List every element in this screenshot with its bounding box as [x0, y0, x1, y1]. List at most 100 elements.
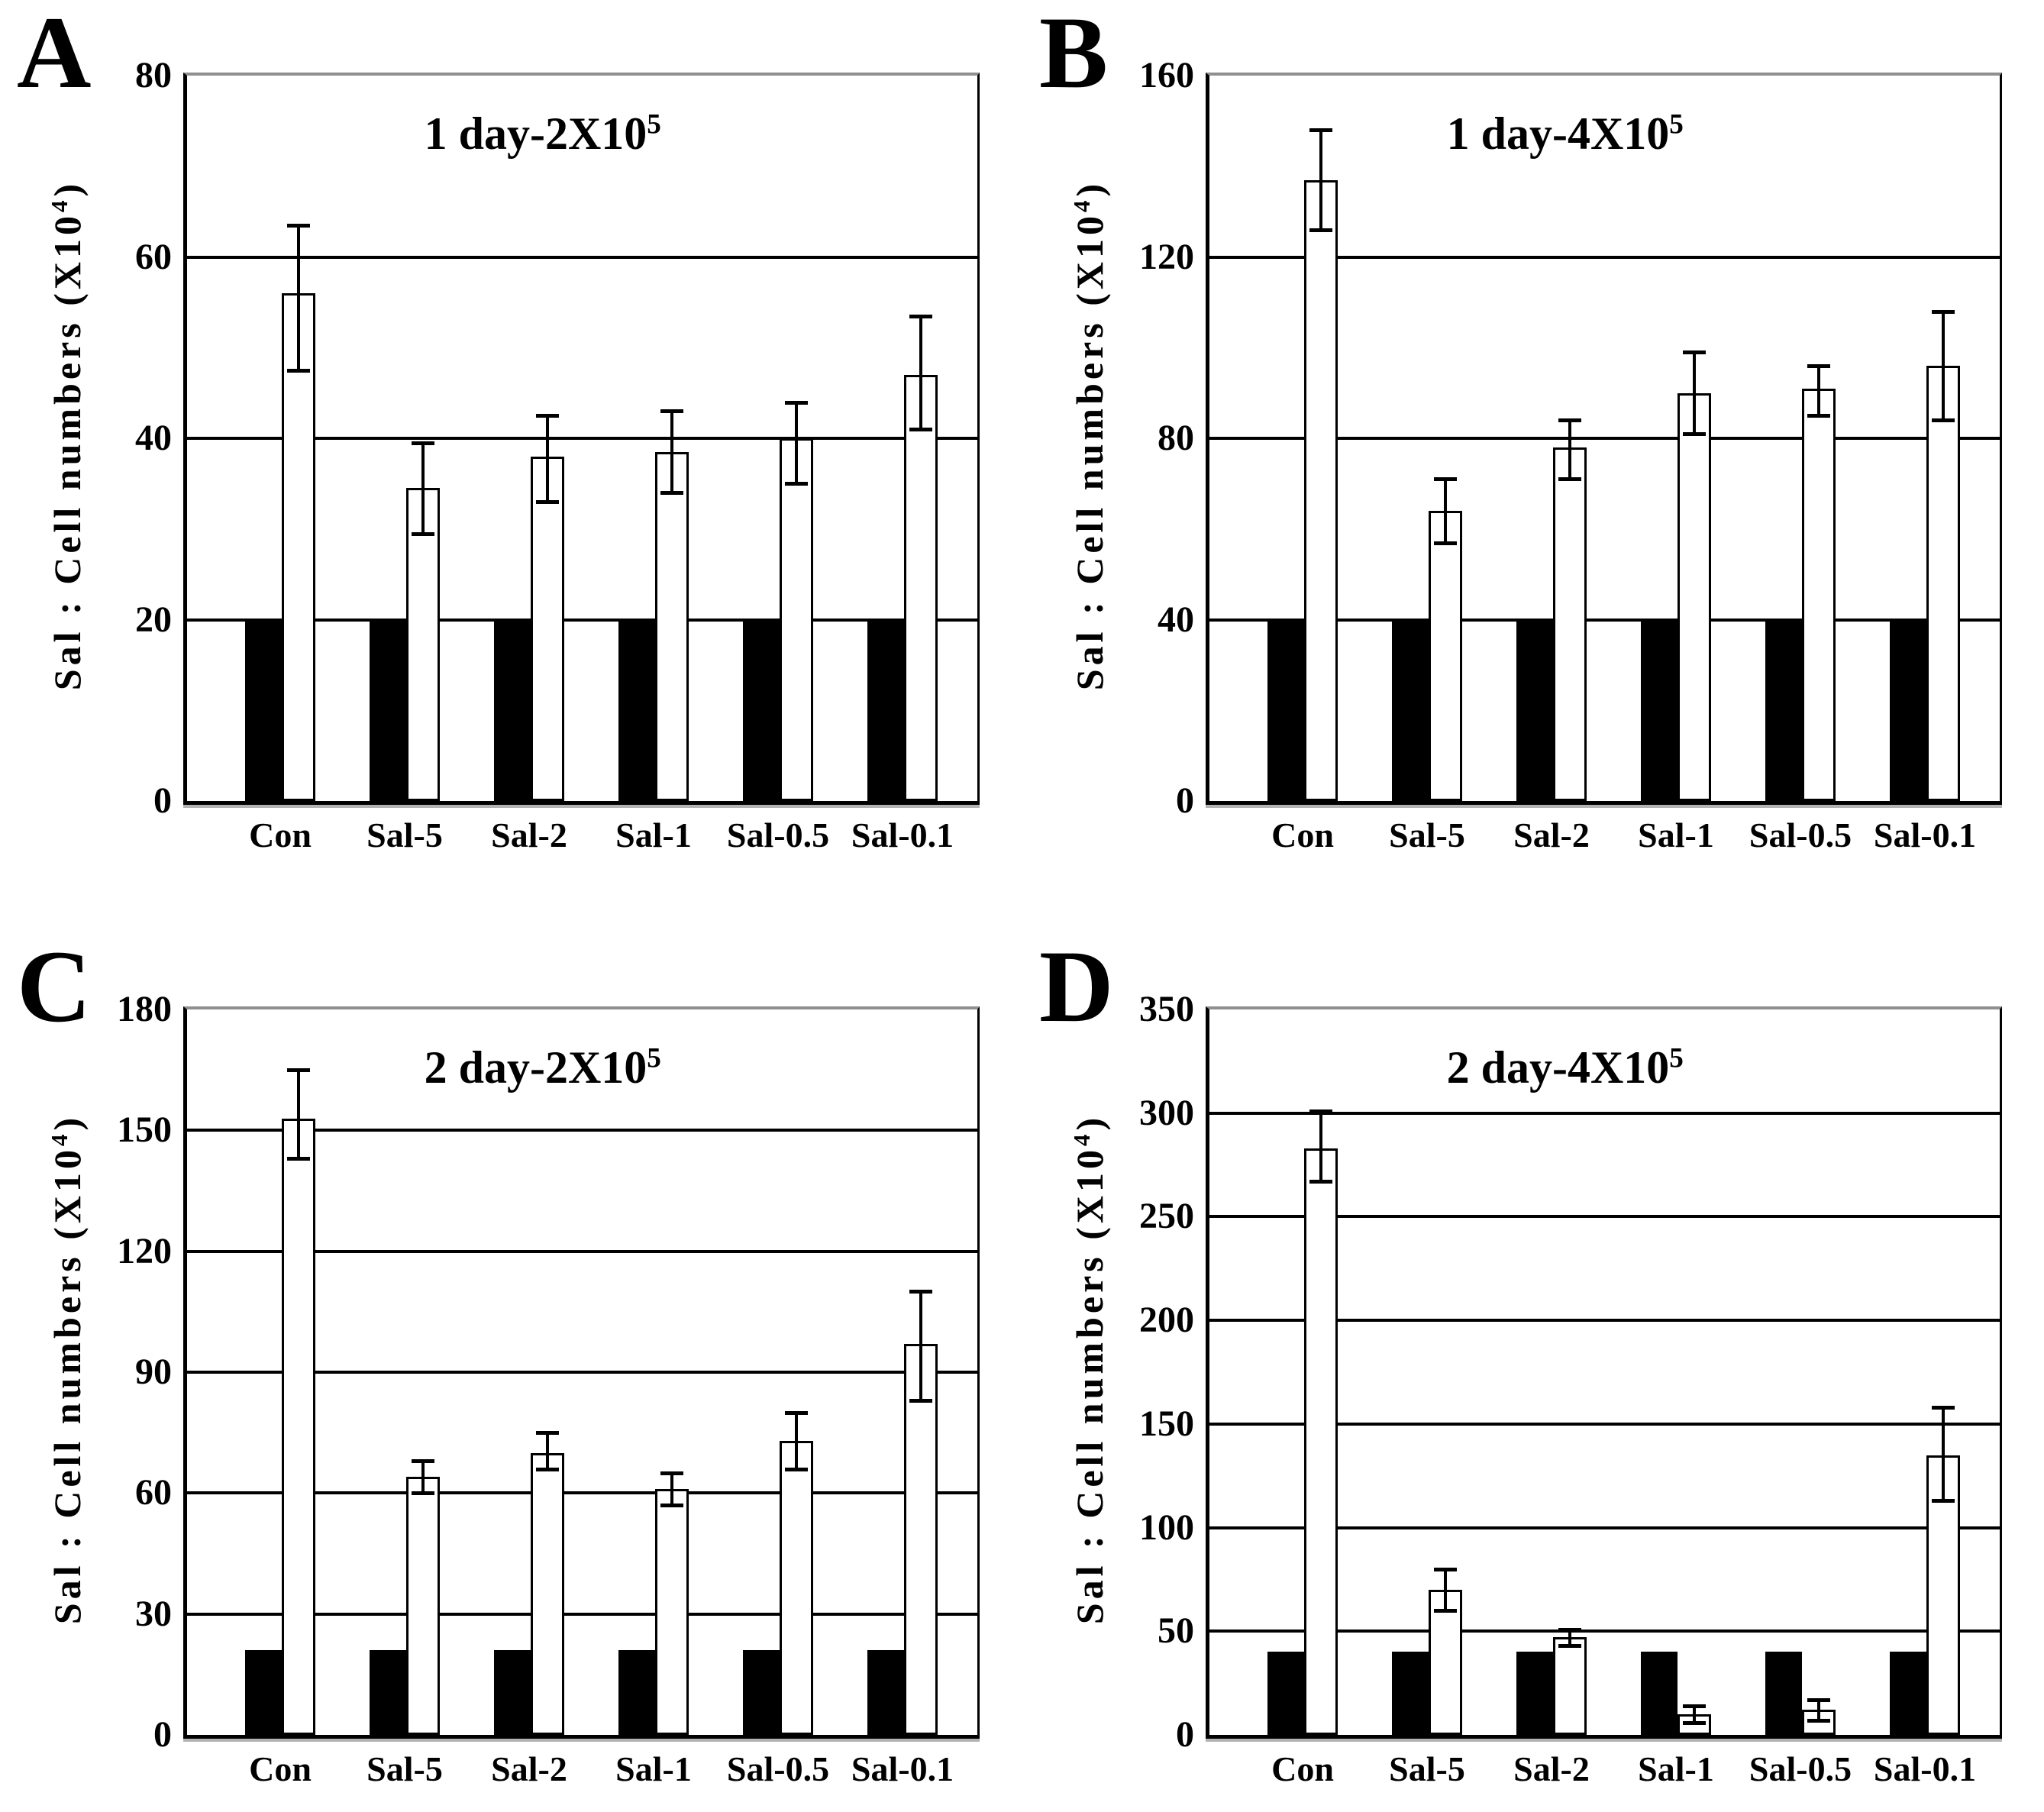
y-tick-label: 50: [1158, 1610, 1194, 1652]
error-bar-line: [1444, 479, 1447, 543]
x-tick-label: Sal-5: [1389, 816, 1465, 854]
error-bar-line: [919, 315, 922, 430]
y-axis-title-close: ): [1068, 179, 1111, 197]
error-bar-cap-top: [536, 1431, 559, 1436]
x-tick-label: Sal-0.5: [726, 816, 830, 854]
y-tick-label: 80: [1158, 418, 1194, 458]
plot-c: 2 day-2X105 0 30 60 90 120 150 180 Con Sal-5 Sal-…: [117, 989, 980, 1788]
bar-white: [1553, 1637, 1587, 1735]
y-tick-label: 150: [1139, 1403, 1194, 1444]
error-bar-cap-top: [785, 1410, 808, 1415]
chart-title-text: 1 day-4X10: [1446, 108, 1670, 159]
x-tick-label: Con: [1271, 816, 1334, 854]
gridline: [1209, 1215, 2000, 1219]
panel-letter-A: A: [17, 0, 92, 110]
y-tick-label: 90: [135, 1352, 172, 1392]
bar-white: [1926, 366, 1960, 801]
bar-black: [245, 1650, 282, 1735]
y-tick-label: 40: [135, 418, 172, 458]
error-bar-cap-top: [1558, 418, 1581, 423]
bar-black: [494, 619, 531, 801]
error-bar-line: [795, 1412, 798, 1469]
error-bar-cap-bottom: [1807, 414, 1830, 418]
y-tick-label: 100: [1139, 1507, 1194, 1548]
chart-title: 2 day-2X105: [298, 1042, 788, 1094]
bar-white: [904, 374, 938, 801]
bar-black: [618, 619, 655, 801]
error-bar-line: [546, 415, 549, 502]
gridline: [1209, 1526, 2000, 1529]
error-bar-line: [919, 1291, 922, 1400]
bar-white: [406, 1477, 440, 1735]
error-bar-cap-bottom: [909, 1398, 932, 1403]
error-bar-cap-top: [1309, 1109, 1332, 1113]
gridline: [187, 1249, 977, 1253]
x-tick-label: Sal-5: [1389, 1749, 1465, 1788]
y-tick-label: 0: [153, 780, 172, 821]
x-tick-label: Sal-0.1: [1873, 1749, 1977, 1788]
bar-black: [1267, 619, 1304, 801]
error-bar-line: [1693, 352, 1696, 434]
error-bar-cap-bottom: [660, 1504, 683, 1508]
chart-title-text: 2 day-4X10: [1446, 1042, 1670, 1093]
panel-letter-D: D: [1039, 930, 1114, 1044]
x-tick-label: Sal-1: [1638, 816, 1714, 854]
error-bar-cap-top: [660, 1471, 683, 1475]
bar-white: [406, 488, 440, 801]
bar-white: [1429, 1590, 1462, 1735]
bar-black: [1516, 1652, 1553, 1735]
y-tick-label: 300: [1139, 1092, 1194, 1133]
y-tick-label: 60: [135, 236, 172, 277]
error-bar-cap-bottom: [1807, 1719, 1830, 1723]
error-bar-line: [297, 1070, 300, 1159]
y-axis-title-exponent: 4: [45, 196, 73, 213]
error-bar-cap-top: [1434, 477, 1457, 482]
error-bar-cap-bottom: [1558, 477, 1581, 482]
error-bar-cap-bottom: [1932, 418, 1955, 423]
bar-white: [904, 1344, 938, 1735]
y-tick-label: 200: [1139, 1300, 1194, 1341]
error-bar-line: [1444, 1568, 1447, 1611]
bar-white: [531, 456, 564, 801]
gridline: [1209, 1422, 2000, 1426]
panel-letter-B: B: [1039, 0, 1109, 110]
x-tick-label: Sal-2: [491, 816, 567, 854]
x-tick-label: Sal-0.1: [1873, 816, 1977, 854]
x-tick-label: Sal-0.1: [851, 816, 954, 854]
chart-title-text: 1 day-2X10: [424, 108, 647, 159]
x-tick-label: Sal-1: [615, 1749, 692, 1788]
bar-black: [1890, 1652, 1926, 1735]
plot-d: 2 day-4X105 0 50 100 150 200 250 300 350 Con Sal-…: [1139, 989, 2002, 1788]
error-bar-cap-bottom: [785, 482, 808, 486]
bar-black: [867, 619, 904, 801]
error-bar-cap-bottom: [909, 428, 932, 432]
error-bar-line: [1942, 311, 1945, 421]
error-bar-line: [670, 411, 673, 493]
panel-D: D Sal : Cell numbers (X104) 2 day-4X105 …: [1022, 934, 2044, 1812]
x-tick-label: Sal-0.1: [851, 1749, 954, 1788]
x-tick-label: Sal-2: [1513, 1749, 1590, 1788]
bar-white: [1678, 392, 1711, 801]
bar-black: [370, 1650, 406, 1735]
error-bar-cap-bottom: [1558, 1644, 1581, 1649]
bar-black: [494, 1650, 531, 1735]
bar-black: [618, 1650, 655, 1735]
x-tick-label: Con: [1271, 1749, 1334, 1788]
error-bar-cap-top: [1932, 1406, 1955, 1410]
bar-white: [780, 1440, 813, 1735]
gridline: [1209, 618, 2000, 622]
x-tick-label: Sal-5: [366, 1749, 443, 1788]
error-bar-cap-top: [1807, 1697, 1830, 1702]
bar-white: [1304, 179, 1338, 801]
y-tick-label: 350: [1139, 989, 1194, 1029]
x-tick-label: Sal-0.5: [726, 1749, 830, 1788]
error-bar-cap-bottom: [785, 1467, 808, 1471]
error-bar-line: [670, 1472, 673, 1506]
gridline: [187, 437, 977, 440]
bar-black: [1392, 619, 1429, 801]
chart-title-text: 2 day-2X10: [424, 1042, 647, 1093]
error-bar-cap-bottom: [1434, 1609, 1457, 1613]
bar-black: [867, 1650, 904, 1735]
gridline: [187, 255, 977, 259]
error-bar-line: [421, 442, 425, 534]
